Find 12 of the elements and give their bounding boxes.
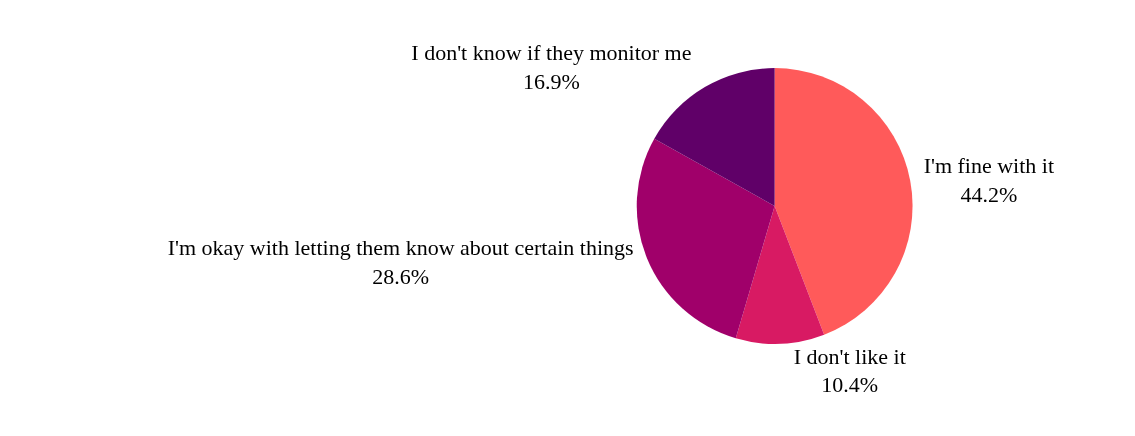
slice-label: I don't know if they monitor me — [411, 40, 692, 66]
data-label: 44.2% — [960, 181, 1018, 207]
slice-label: I'm okay with letting them know about certain things — [167, 235, 634, 261]
pie-slice — [654, 68, 775, 207]
slice-label: I'm fine with it — [923, 153, 1055, 179]
slice-label: I don't like it — [793, 343, 906, 369]
pie-slice — [636, 138, 775, 339]
data-label: 28.6% — [372, 263, 430, 289]
pie-slice — [774, 68, 913, 335]
data-label: 10.4% — [821, 372, 879, 398]
data-label: 16.9% — [522, 68, 580, 94]
pie-slice — [735, 206, 825, 344]
